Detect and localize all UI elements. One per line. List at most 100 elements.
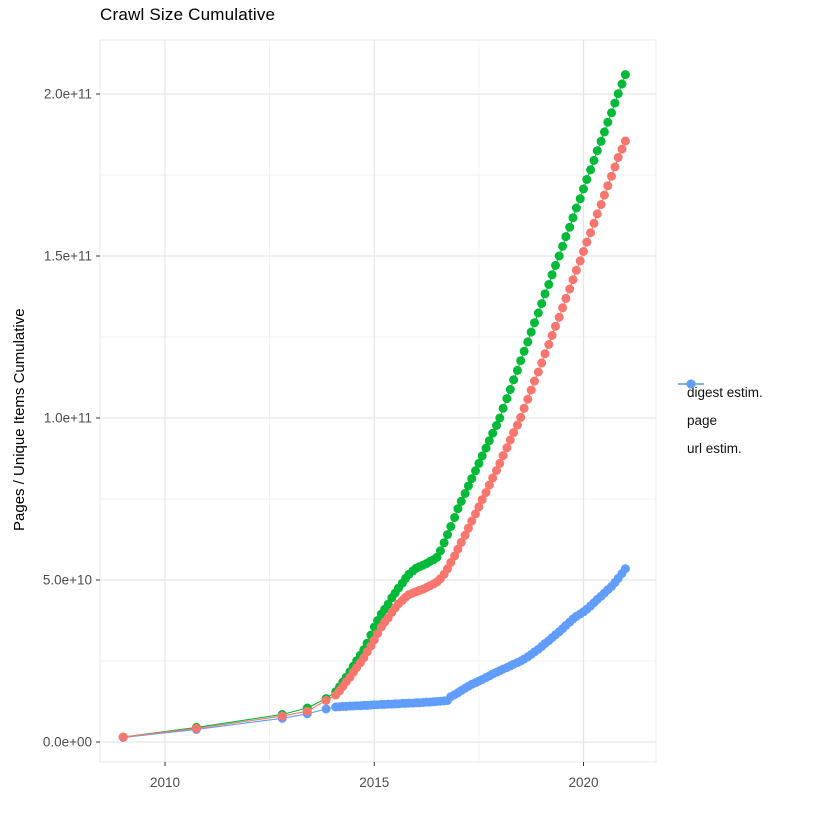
data-point (533, 308, 543, 318)
data-point (512, 420, 522, 430)
series-digest-estim (118, 136, 630, 742)
data-point (571, 203, 581, 213)
legend-label: page (687, 412, 718, 428)
data-point (603, 181, 613, 191)
data-point (568, 275, 578, 285)
data-point (471, 466, 480, 476)
data-point (554, 251, 564, 261)
data-point (610, 98, 620, 108)
data-point (477, 451, 487, 461)
data-point (561, 232, 571, 242)
y-tick-label: 1.5e+11 (44, 249, 92, 264)
data-point (481, 488, 491, 497)
data-point (492, 421, 501, 430)
legend-label: digest estim. (687, 384, 763, 400)
data-point (533, 367, 543, 377)
data-point (443, 530, 452, 540)
series-page (118, 70, 630, 742)
data-point (474, 458, 484, 468)
data-point (488, 428, 498, 438)
data-point (551, 260, 560, 270)
data-point (502, 394, 512, 404)
data-point (463, 481, 473, 491)
data-point (516, 412, 526, 422)
data-point (571, 265, 581, 275)
y-tick-label: 1.0e+11 (44, 411, 92, 426)
legend-label: url estim. (687, 440, 742, 456)
data-point (620, 136, 630, 146)
data-point (321, 704, 331, 714)
data-point (509, 375, 519, 385)
data-point (544, 340, 554, 349)
x-tick-label: 2015 (359, 775, 389, 790)
data-point (620, 564, 630, 574)
series-url-estim (118, 564, 630, 742)
legend-item-url: url estim. (678, 379, 763, 462)
data-point (582, 237, 592, 247)
data-point (321, 696, 331, 705)
data-point (617, 79, 627, 89)
data-point (607, 171, 616, 181)
data-point (544, 280, 554, 289)
data-point (467, 474, 477, 484)
data-point (471, 509, 480, 519)
data-point (435, 546, 445, 556)
y-axis-title: Pages / Unique Items Cumulative (11, 308, 28, 532)
data-point (484, 436, 494, 446)
data-point (460, 530, 470, 540)
data-point (610, 162, 620, 172)
data-point (495, 413, 505, 423)
data-point (599, 127, 609, 137)
data-point (607, 108, 616, 118)
data-point (450, 513, 460, 522)
data-point (467, 516, 477, 526)
data-point (537, 299, 547, 309)
data-point (596, 136, 606, 146)
data-point (586, 228, 596, 238)
data-point (530, 376, 539, 386)
data-point (613, 89, 623, 99)
data-point (603, 117, 613, 127)
data-point (558, 241, 568, 251)
y-tick-label: 0.0e+00 (43, 735, 92, 750)
data-point (474, 502, 484, 512)
data-point (586, 165, 596, 175)
data-point (554, 312, 564, 322)
y-tick-label: 2.0e+11 (44, 87, 92, 102)
data-point (484, 480, 494, 490)
data-point (373, 629, 383, 638)
legend-item-page: page (678, 379, 763, 434)
data-point (505, 385, 515, 394)
data-point (519, 403, 529, 413)
data-point (191, 723, 201, 733)
data-point (547, 270, 557, 280)
data-point (519, 346, 529, 356)
data-point (589, 155, 599, 165)
data-point (596, 200, 606, 209)
data-point (463, 523, 473, 533)
data-point (540, 349, 550, 359)
data-point (526, 385, 536, 395)
data-point (512, 365, 522, 375)
data-point (509, 428, 519, 438)
data-point (516, 356, 526, 366)
data-point (477, 495, 487, 505)
data-point (561, 293, 571, 303)
data-point (277, 711, 287, 721)
data-point (551, 321, 560, 331)
data-point (575, 256, 585, 266)
data-point (498, 451, 508, 461)
data-point (498, 403, 508, 413)
data-point (453, 504, 463, 514)
data-point (565, 222, 575, 232)
data-point (481, 443, 491, 453)
legend: digest estim. page url estim. (678, 378, 763, 462)
data-point (592, 146, 602, 156)
plot-panel (99, 39, 657, 763)
data-point (495, 458, 505, 468)
data-point (579, 184, 588, 194)
data-point (460, 489, 470, 498)
data-point (599, 190, 609, 200)
